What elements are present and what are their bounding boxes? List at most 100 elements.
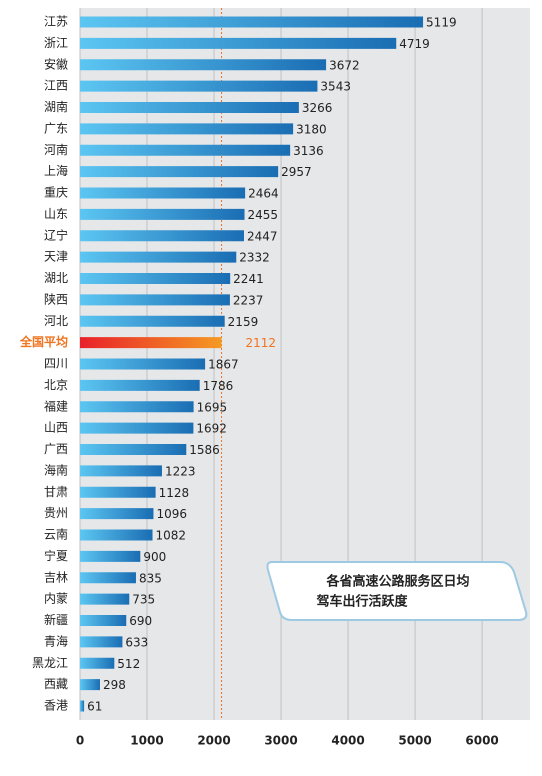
value-label: 3543	[320, 80, 351, 94]
y-tick-label: 内蒙	[44, 592, 68, 606]
bar	[80, 615, 127, 626]
y-tick-label: 四川	[44, 357, 68, 371]
y-tick-label: 香港	[44, 699, 68, 713]
y-tick-label: 甘肃	[44, 485, 68, 499]
title-frame	[266, 561, 528, 621]
value-label: 1692	[196, 422, 227, 436]
bar	[80, 486, 156, 498]
value-label: 1128	[159, 486, 190, 500]
value-label: 1096	[156, 507, 187, 521]
bar	[80, 529, 153, 541]
value-label: 735	[132, 593, 155, 607]
chart-title: 驾车出行活跃度	[316, 594, 408, 610]
value-label: 1082	[156, 529, 187, 543]
chart-title: 各省高速公路服务区日均	[325, 574, 469, 590]
value-label: 3266	[302, 101, 333, 115]
x-tick-label: 0	[76, 734, 84, 748]
bar	[80, 379, 200, 391]
x-tick-label: 1000	[130, 734, 163, 748]
bar	[80, 273, 231, 284]
value-label: 3672	[329, 58, 360, 72]
value-label: 835	[139, 571, 162, 585]
value-label: 298	[103, 678, 126, 692]
value-label: 2112	[246, 336, 277, 350]
y-tick-label: 湖北	[44, 270, 68, 285]
value-label: 61	[87, 700, 102, 714]
y-tick-label: 辽宁	[44, 227, 68, 242]
y-tick-label: 贵州	[44, 506, 68, 520]
y-tick-label: 西藏	[44, 677, 68, 691]
x-tick-label: 5000	[398, 734, 431, 748]
bar	[80, 422, 194, 434]
y-tick-label: 北京	[44, 378, 68, 392]
bar	[80, 508, 154, 520]
bar	[80, 16, 424, 28]
y-tick-label: 吉林	[44, 570, 68, 584]
bar	[80, 123, 294, 135]
y-tick-label: 河南	[44, 142, 68, 157]
y-tick-label: 重庆	[44, 186, 68, 200]
bar	[80, 294, 230, 306]
bar	[80, 337, 222, 349]
bar	[80, 37, 397, 49]
bar	[80, 358, 206, 370]
value-label: 2332	[239, 251, 270, 265]
value-label: 3180	[296, 122, 327, 136]
y-tick-label: 云南	[44, 527, 68, 542]
bar	[80, 251, 237, 263]
value-label: 3136	[293, 144, 324, 158]
value-label: 1695	[197, 400, 228, 414]
bar	[80, 593, 130, 605]
bar	[80, 187, 246, 199]
value-label: 4719	[399, 37, 430, 51]
bar	[80, 572, 136, 584]
bar	[80, 636, 123, 648]
x-tick-label: 4000	[331, 734, 364, 748]
y-tick-label: 江苏	[44, 15, 68, 29]
bar	[80, 401, 194, 413]
value-label: 633	[125, 635, 148, 649]
x-tick-label: 6000	[465, 734, 498, 748]
y-tick-label: 湖南	[44, 99, 68, 114]
value-label: 2447	[247, 229, 278, 243]
value-label: 900	[143, 550, 166, 564]
y-tick-label: 宁夏	[44, 548, 68, 563]
y-tick-label: 青海	[44, 633, 68, 648]
y-tick-label: 山西	[44, 421, 68, 435]
value-label: 2464	[248, 187, 279, 201]
value-label: 690	[129, 614, 152, 628]
value-label: 2455	[248, 208, 279, 222]
value-label: 2957	[281, 165, 312, 179]
bar	[80, 102, 299, 113]
value-label: 5119	[426, 16, 457, 30]
bar	[80, 657, 115, 669]
y-tick-label: 陕西	[44, 291, 68, 306]
x-tick-label: 2000	[197, 734, 230, 748]
bar	[80, 465, 162, 477]
value-label: 1867	[208, 358, 239, 372]
value-label: 2237	[233, 293, 264, 307]
bar	[80, 208, 245, 220]
y-tick-label: 天津	[44, 250, 68, 264]
bar	[80, 166, 279, 178]
y-tick-label: 河北	[44, 314, 68, 328]
y-tick-label: 安徽	[44, 56, 68, 71]
bar	[80, 444, 187, 455]
value-label: 2159	[228, 315, 259, 329]
bar	[80, 230, 244, 242]
bar	[80, 550, 141, 562]
bar	[80, 144, 291, 156]
y-tick-label: 广东	[44, 121, 68, 135]
bar	[80, 80, 318, 92]
bar	[80, 679, 100, 691]
x-tick-label: 3000	[264, 734, 297, 748]
y-tick-label: 新疆	[44, 612, 68, 627]
bar	[80, 700, 85, 712]
bar	[80, 59, 327, 71]
bar	[80, 315, 225, 327]
y-tick-label: 山东	[44, 207, 68, 221]
value-label: 1586	[189, 443, 220, 457]
value-label: 2241	[233, 272, 264, 286]
y-tick-label: 福建	[44, 398, 68, 413]
